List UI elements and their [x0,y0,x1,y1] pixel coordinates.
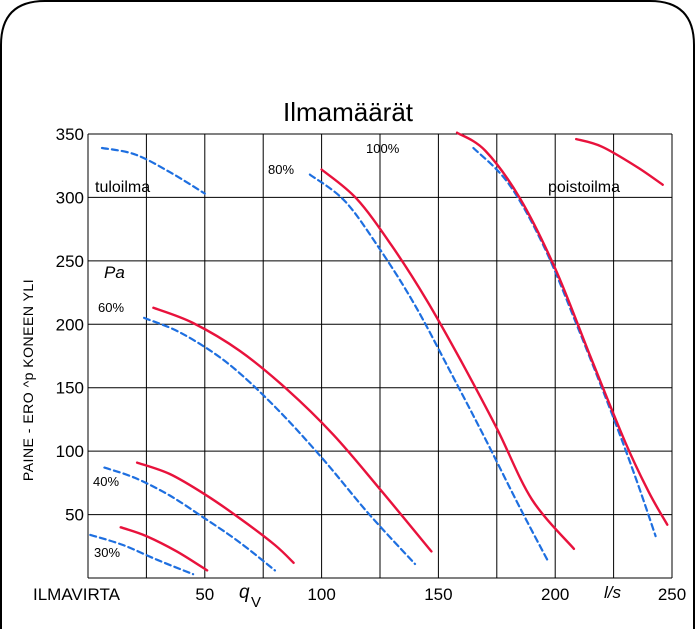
x-symbol-label: q [239,582,250,603]
x-axis-label: ILMAVIRTA [33,585,121,604]
annotation-poistoilma: poistoilma [548,179,620,196]
y-tick-label: 200 [56,315,84,334]
y-tick-label: 300 [56,188,84,207]
y-unit-label: Pa [104,263,125,282]
y-axis-label: PAINE - ERO ^p KONEEN YLI [20,279,36,481]
annotation-30pct: 30% [94,545,120,560]
grid [87,133,673,579]
x-tick-label: 50 [195,585,214,604]
x-symbol-subscript: V [251,594,261,611]
y-tick-label: 50 [65,506,84,525]
series-line-tuloilma-60pct [143,316,417,566]
series-line-poistoilma-30pct [119,526,209,572]
annotation-100pct: 100% [366,141,400,156]
series-line-tuloilma-top [100,146,206,195]
x-unit-label: l/s [604,583,622,602]
annotation-60pct: 60% [98,300,124,315]
annotation-tuloilma: tuloilma [95,179,150,196]
annotation-40pct: 40% [93,474,119,489]
y-tick-label: 250 [56,252,84,271]
series-layer [89,131,669,576]
series-line-tuloilma-40pct [103,466,276,572]
chart-title: Ilmamäärät [283,97,414,127]
series-line-poistoilma-100pct [455,131,669,526]
y-tick-labels: 50 100 150 200 250 300 350 [56,125,84,525]
x-tick-label: 200 [541,585,569,604]
y-tick-label: 150 [56,379,84,398]
x-tick-labels: 50 100 150 200 250 [195,585,686,604]
y-tick-label: 350 [56,125,84,144]
series-line-poistoilma-40pct [135,461,295,564]
series-line-tuloilma-100pct [472,146,657,538]
series-line-tuloilma-80pct [308,173,550,563]
x-tick-label: 150 [424,585,452,604]
series-line-poistoilma-top [575,137,664,186]
series-line-poistoilma-60pct [152,306,433,553]
y-tick-label: 100 [56,442,84,461]
x-tick-label: 250 [658,585,686,604]
series-line-tuloilma-30pct [89,533,195,576]
annotation-80pct: 80% [268,162,294,177]
x-tick-label: 100 [307,585,335,604]
series-line-poistoilma-80pct [320,168,576,550]
